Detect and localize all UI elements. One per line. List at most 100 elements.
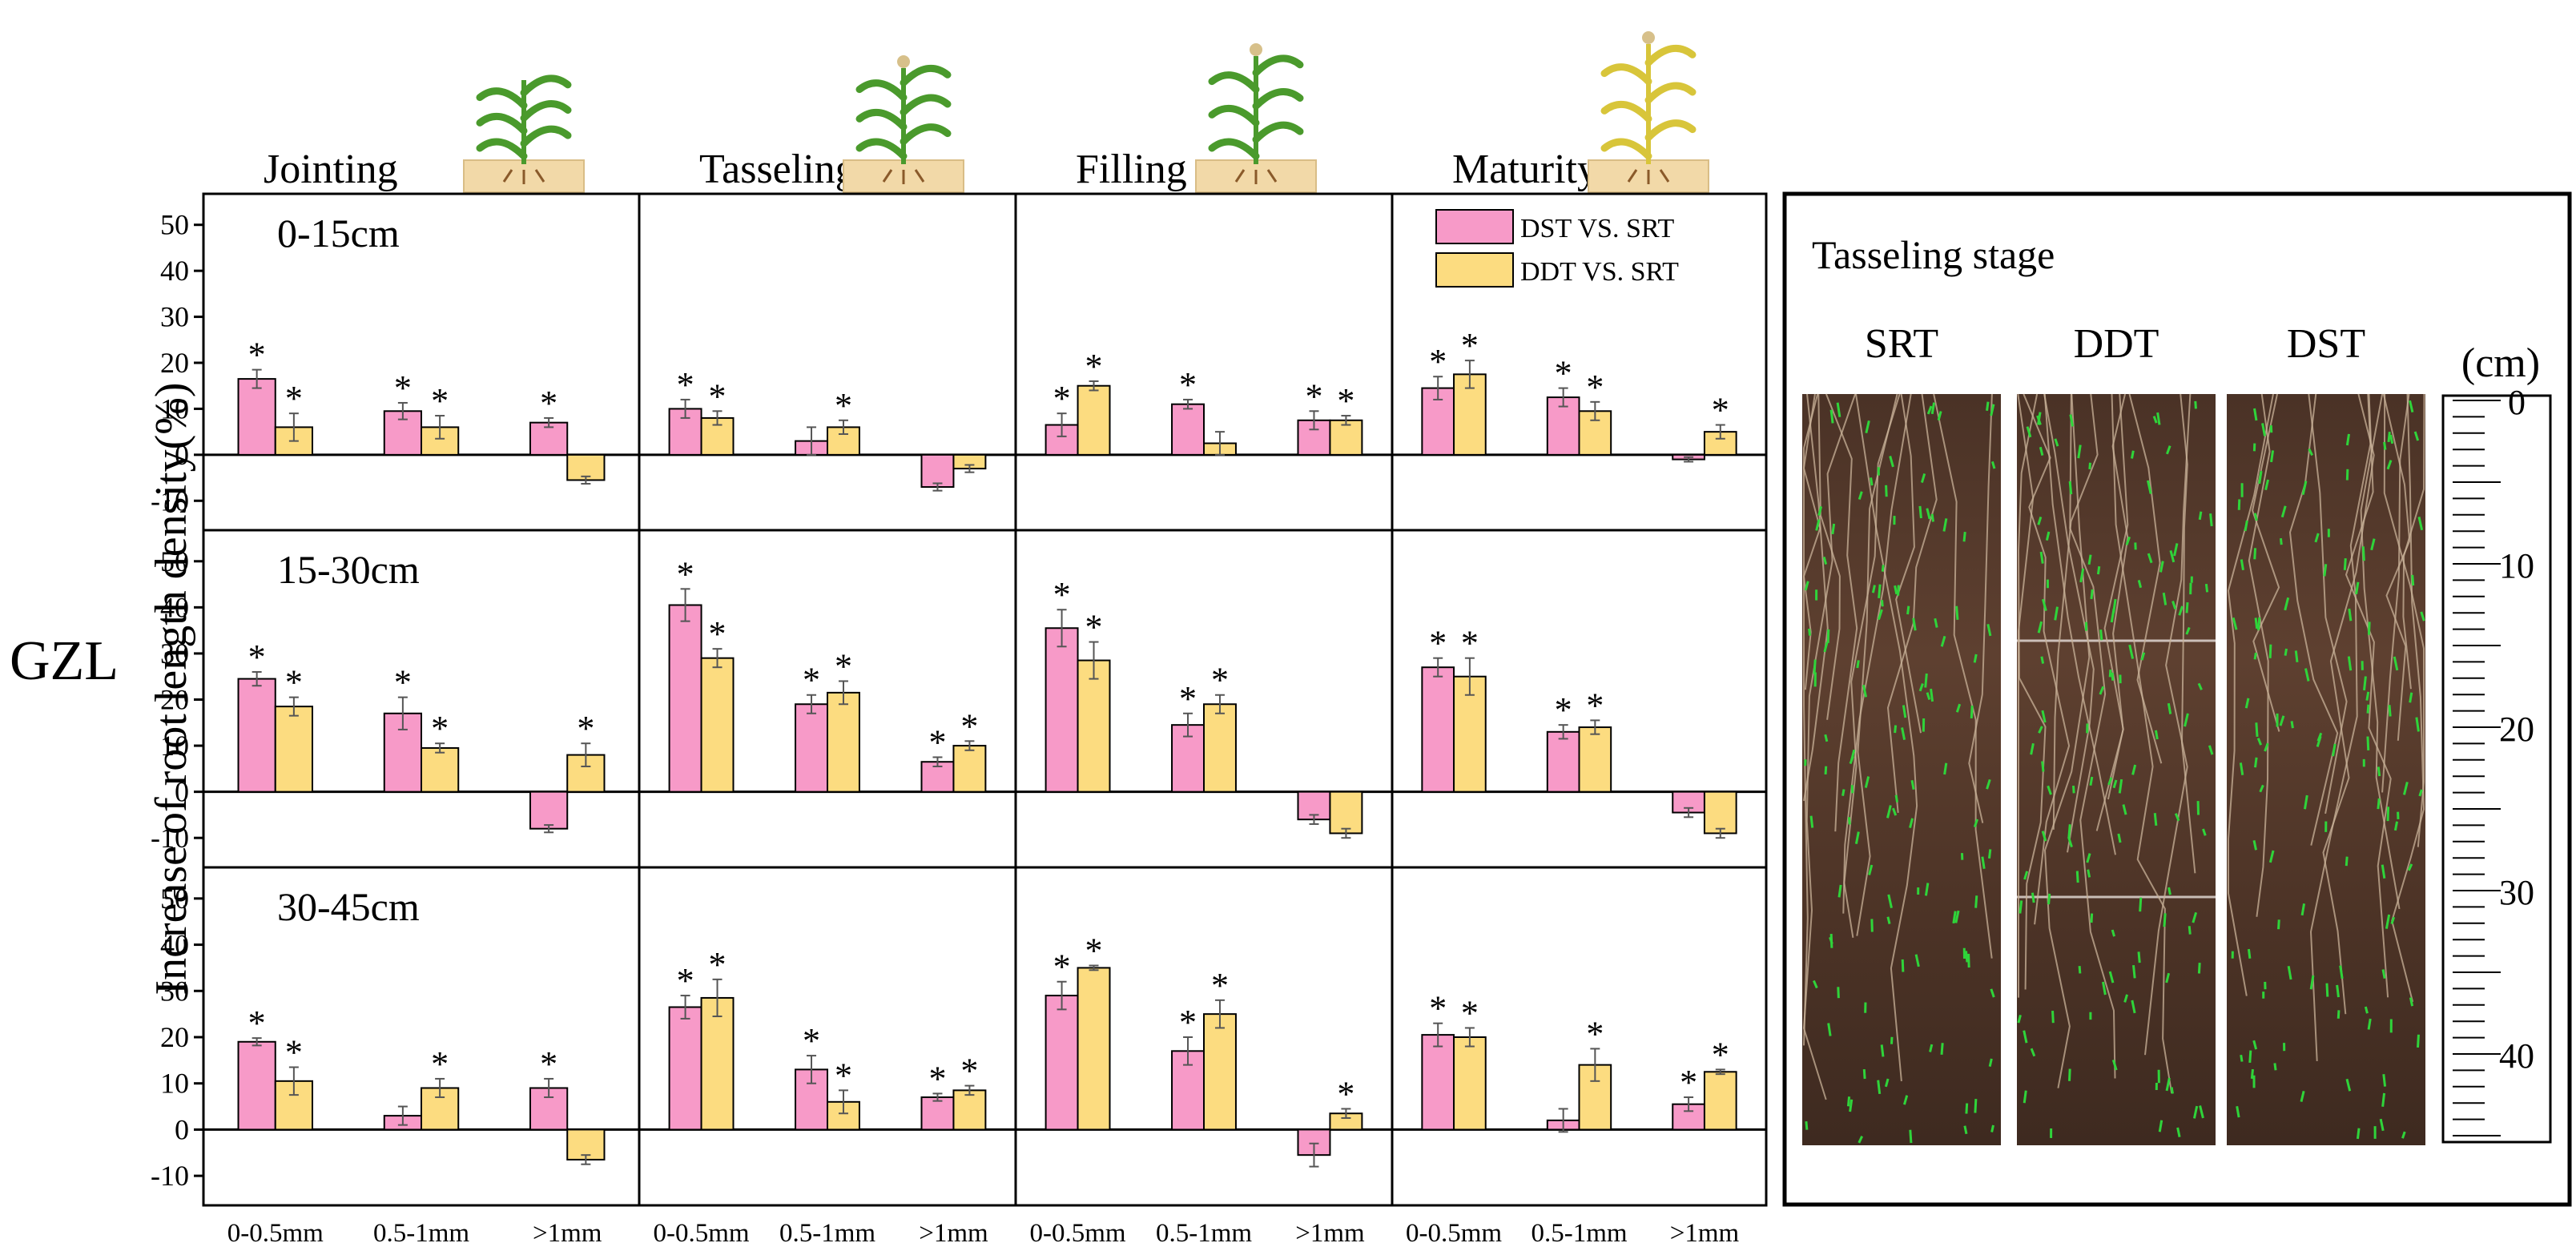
root-marker: [1955, 605, 1959, 621]
root-marker: [2345, 856, 2349, 867]
error-bar-ddt: [838, 1089, 848, 1115]
root-trace: [2111, 393, 2173, 1094]
root-marker: [2413, 431, 2420, 441]
error-bar-ddt: [838, 680, 848, 706]
root-marker: [2300, 903, 2306, 916]
root-marker: [2017, 1014, 2022, 1024]
root-marker: [1849, 755, 1854, 765]
root-marker: [1926, 508, 1931, 520]
root-marker: [2041, 710, 2047, 723]
root-marker: [2393, 656, 2399, 671]
root-marker: [2096, 565, 2101, 575]
root-marker: [2409, 400, 2414, 413]
root-trace: [2069, 393, 2116, 1079]
error-bar-dst: [1684, 456, 1694, 463]
root-marker: [1918, 505, 1922, 519]
significance-star: *: [577, 709, 594, 748]
root-marker: [1981, 856, 1986, 870]
root-marker: [2154, 730, 2159, 740]
x-tick-label: 0-0.5mm: [227, 1219, 324, 1248]
root-marker: [2047, 893, 2051, 905]
error-bar-ddt: [288, 412, 299, 442]
root-marker: [2365, 691, 2370, 701]
root-marker: [2079, 568, 2085, 583]
root-marker: [1973, 819, 1979, 828]
y-tick-label: 0: [175, 776, 189, 808]
root-marker: [2361, 546, 2365, 561]
error-bar-ddt: [435, 415, 445, 440]
bar-dst-0-0-5mm: [1044, 627, 1079, 793]
root-marker: [2270, 450, 2275, 463]
stage-label-maturity: Maturity: [1452, 147, 1598, 192]
error-bar-dst: [1057, 980, 1067, 1011]
root-marker: [2038, 726, 2043, 734]
root-marker: [2287, 965, 2292, 980]
ruler-label: 20: [2499, 710, 2534, 749]
error-bar-dst: [397, 696, 408, 730]
root-marker: [2111, 1059, 2118, 1071]
y-tick-label: 10: [160, 730, 189, 762]
root-marker: [2184, 713, 2189, 727]
root-marker: [2256, 738, 2263, 746]
root-marker: [1967, 953, 1970, 968]
bar-ddt-1mm: [1329, 419, 1363, 456]
bar-ddt-0-0-5mm: [700, 996, 735, 1131]
root-marker: [2303, 794, 2308, 810]
root-marker: [2232, 617, 2238, 630]
root-marker: [2254, 757, 2258, 768]
root-marker: [1824, 766, 1828, 775]
error-bar-ddt: [964, 1084, 975, 1096]
significance-star: *: [677, 961, 694, 1000]
error-bar-dst: [932, 1092, 943, 1102]
error-bar-dst: [807, 694, 817, 714]
legend: DST VS. SRT DDT VS. SRT: [1435, 209, 1679, 288]
error-bar-ddt: [1214, 694, 1225, 714]
root-marker: [2077, 444, 2082, 459]
y-axis-label: Increase of root length density(%): [147, 382, 196, 995]
root-marker: [2294, 650, 2299, 662]
root-trace: [2043, 393, 2095, 853]
error-bar-ddt: [288, 696, 299, 717]
root-trace: [1933, 393, 1993, 959]
root-marker: [2173, 543, 2179, 557]
root-marker: [1901, 727, 1906, 740]
root-marker: [2037, 516, 2043, 525]
x-tick-label: >1mm: [1295, 1219, 1365, 1248]
significance-star: *: [1555, 354, 1572, 393]
root-trace: [1817, 393, 1841, 720]
legend-swatch-dst: [1435, 209, 1514, 244]
root-marker: [1849, 1099, 1854, 1112]
root-trace: [2095, 393, 2129, 831]
error-bar-dst: [1183, 1036, 1193, 1066]
root-marker: [2089, 776, 2094, 786]
root-marker: [2261, 423, 2267, 436]
root-marker: [2240, 1054, 2244, 1062]
root-marker: [2036, 415, 2042, 425]
root-marker: [2108, 670, 2112, 678]
root-marker: [2163, 913, 2167, 927]
root-marker: [2199, 1105, 2204, 1119]
significance-star: *: [540, 384, 557, 423]
root-marker: [1817, 505, 1823, 516]
root-marker: [2345, 433, 2350, 446]
root-marker: [1854, 831, 1860, 844]
significance-star: *: [1555, 690, 1572, 730]
bar-ddt-0-0-5mm: [1077, 659, 1111, 793]
soil-profile-ddt: [2017, 393, 2216, 1145]
root-marker: [2279, 537, 2283, 545]
error-bar-ddt: [581, 742, 591, 767]
stage-headers: Jointing Tasseling Filling Maturity: [264, 31, 1709, 193]
root-marker: [2385, 914, 2391, 929]
root-marker: [2381, 969, 2386, 979]
root-marker: [1924, 673, 1928, 688]
bar-ddt-1mm: [952, 745, 987, 793]
x-tick-label: >1mm: [919, 1219, 988, 1248]
root-marker: [1858, 1136, 1864, 1144]
depth-label: 0-15cm: [277, 211, 400, 255]
root-trace: [2345, 393, 2392, 998]
root-marker: [2256, 617, 2261, 631]
root-marker: [1942, 518, 1948, 532]
root-marker: [1930, 688, 1934, 702]
root-marker: [1954, 910, 1960, 923]
root-marker: [1823, 642, 1829, 653]
